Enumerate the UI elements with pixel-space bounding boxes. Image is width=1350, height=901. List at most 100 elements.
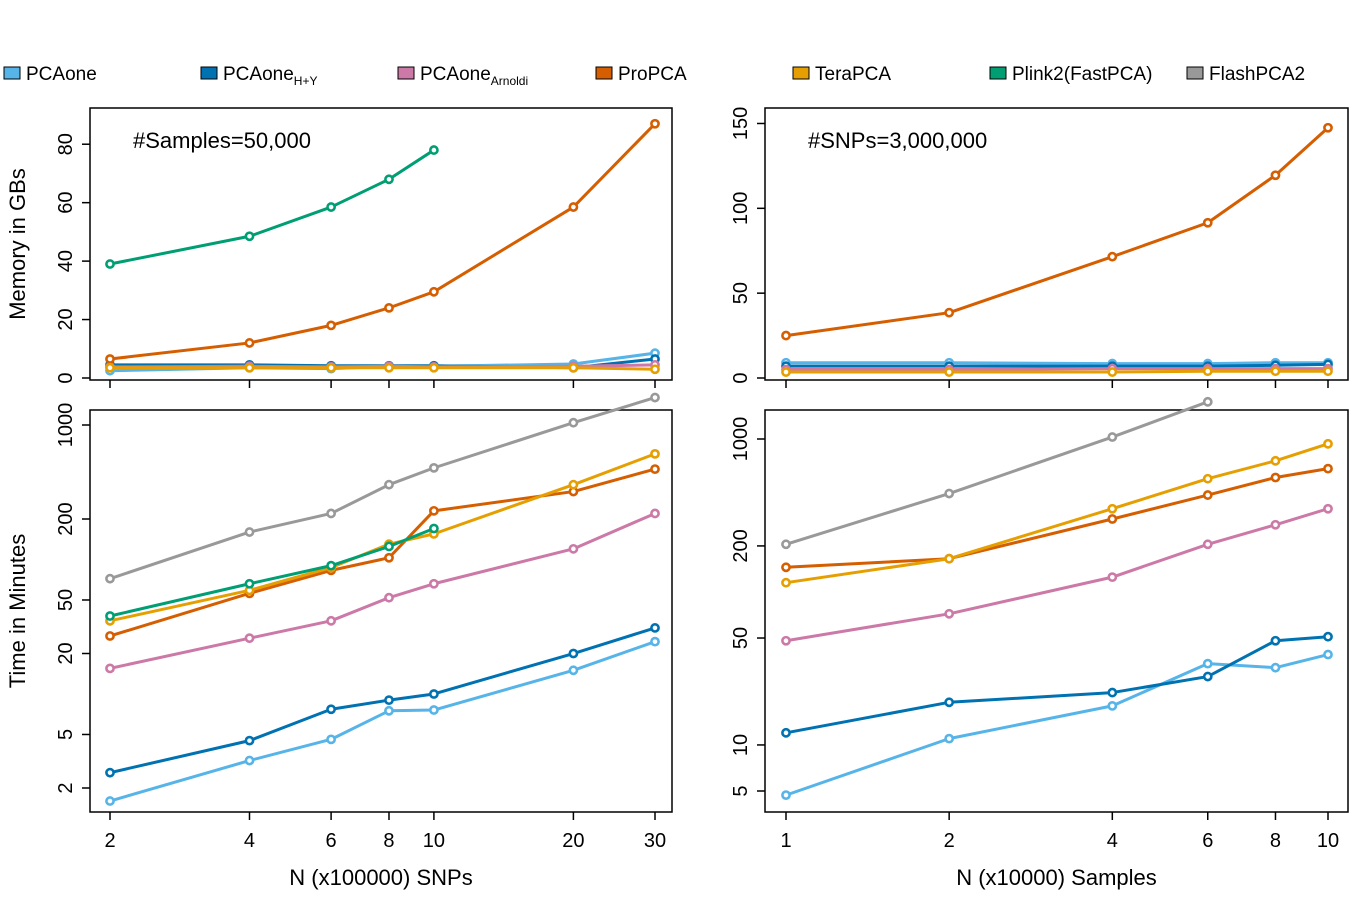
- data-point: [105, 354, 115, 364]
- data-point: [650, 364, 660, 375]
- y-tick-label: 200: [730, 529, 752, 562]
- data-point: [244, 362, 255, 373]
- x-tick-label: 4: [1107, 830, 1118, 852]
- y-tick-label: 200: [55, 502, 77, 535]
- legend-item-pcaone-arnoldi: PCAoneArnoldi: [397, 64, 528, 88]
- legend-swatch: [1186, 66, 1204, 80]
- data-point: [1107, 687, 1118, 698]
- series-line: [786, 361, 1328, 366]
- series-plink2-fastpca: [105, 523, 439, 621]
- data-point: [429, 145, 439, 155]
- data-point: [650, 636, 660, 647]
- data-point: [429, 462, 439, 473]
- data-point: [944, 488, 955, 499]
- data-point: [781, 367, 791, 377]
- data-point: [650, 118, 660, 129]
- x-tick-label: 6: [1202, 830, 1213, 852]
- series-line: [785, 442, 1329, 585]
- data-point: [429, 286, 439, 297]
- data-point: [105, 362, 115, 373]
- y-tick-label: 20: [55, 642, 77, 664]
- data-point: [244, 735, 255, 746]
- data-point: [944, 608, 955, 619]
- legend-label: PCAoneArnoldi: [420, 64, 528, 88]
- data-point: [105, 767, 115, 778]
- data-point: [429, 705, 439, 715]
- data-point: [384, 695, 394, 706]
- legend-swatch: [989, 66, 1007, 80]
- data-point: [1202, 366, 1213, 377]
- x-tick-label: 2: [104, 830, 115, 852]
- panel-memory-vs-samples: 0 50 100 150 #SNPs=3,000,000: [730, 107, 1349, 388]
- series-terapca: [781, 366, 1333, 377]
- data-point: [384, 552, 394, 563]
- data-point: [105, 796, 115, 806]
- data-point: [105, 611, 115, 621]
- data-point: [1323, 503, 1333, 514]
- y-tick-label: 5: [55, 729, 77, 740]
- legend-label: FlashPCA2: [1209, 64, 1305, 85]
- y-tick-label: 50: [55, 589, 77, 611]
- y-tick-label: 20: [55, 308, 77, 330]
- y-tick-label: 2: [55, 782, 77, 793]
- data-point: [1270, 519, 1281, 530]
- data-point: [326, 704, 336, 715]
- y-axis-label: Memory in GBs: [5, 168, 30, 320]
- data-point: [944, 307, 955, 318]
- x-tick-label: 30: [644, 830, 666, 852]
- y-tick-label: 5: [730, 785, 752, 796]
- legend-swatch: [595, 66, 613, 80]
- legend: PCAone PCAoneH+Y PCAoneArnoldi ProPCA TeraPC…: [3, 64, 1305, 88]
- data-point: [1323, 631, 1333, 642]
- x-axis-label: N (x10000) Samples: [956, 865, 1157, 890]
- data-point: [1270, 170, 1281, 181]
- series-line: [785, 126, 1330, 338]
- data-point: [384, 302, 394, 313]
- x-tick-label: 2: [944, 830, 955, 852]
- y-tick-label: 0: [55, 372, 77, 383]
- data-point: [1202, 217, 1213, 228]
- x-tick-label: 10: [423, 830, 445, 852]
- data-point: [244, 633, 255, 644]
- series-terapca: [781, 438, 1333, 588]
- data-point: [1202, 490, 1213, 500]
- legend-label: ProPCA: [618, 64, 687, 85]
- plot-frame: [89, 107, 673, 381]
- y-tick-label: 60: [55, 192, 77, 214]
- y-tick-label: 50: [730, 627, 752, 649]
- data-point: [1202, 396, 1213, 407]
- data-point: [568, 648, 579, 659]
- data-point: [568, 479, 579, 490]
- x-tick-label: 6: [326, 830, 337, 852]
- legend-label: Plink2(FastPCA): [1012, 64, 1152, 85]
- data-point: [105, 573, 115, 584]
- data-point: [1270, 635, 1281, 646]
- x-tick-label: 20: [562, 830, 584, 852]
- series-terapca: [105, 362, 660, 375]
- x-tick-label: 10: [1317, 830, 1339, 852]
- data-point: [781, 635, 791, 646]
- data-point: [944, 553, 955, 564]
- panel-memory-vs-snps: 0 20 40 60 80 #Samples=50,000 Memory in GBs: [5, 107, 673, 388]
- data-point: [568, 362, 579, 373]
- data-point: [1270, 662, 1281, 673]
- data-point: [429, 689, 439, 699]
- data-point: [568, 665, 579, 676]
- series-pcaone: [105, 636, 660, 806]
- data-point: [781, 539, 791, 550]
- data-point: [781, 577, 791, 588]
- data-point: [781, 727, 791, 738]
- legend-label: TeraPCA: [815, 64, 891, 85]
- data-point: [1107, 432, 1118, 442]
- data-point: [105, 259, 115, 269]
- plot-frame: [764, 107, 1349, 381]
- data-point: [1202, 539, 1213, 550]
- series-pcaone-arnoldi: [781, 503, 1333, 646]
- data-point: [1202, 671, 1213, 682]
- data-point: [1202, 658, 1213, 669]
- legend-swatch: [200, 66, 218, 80]
- series-flashpca2: [781, 396, 1213, 550]
- data-point: [1202, 473, 1213, 484]
- series-line: [785, 635, 1329, 735]
